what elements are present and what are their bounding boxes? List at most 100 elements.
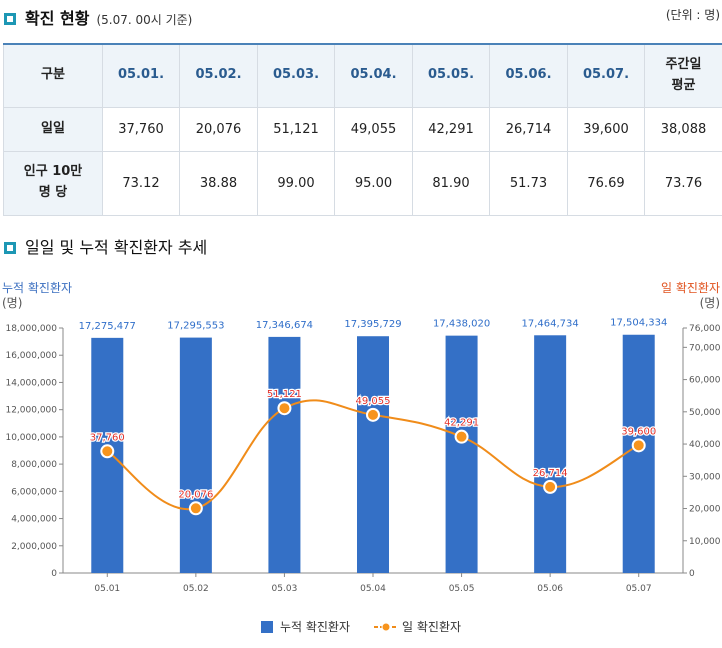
bar-cumulative <box>534 335 567 573</box>
left-axis-unit: (명) <box>2 296 22 310</box>
x-tick-label: 05.03 <box>272 584 298 594</box>
left-axis-title: 누적 확진환자 <box>2 281 72 295</box>
table-row: 인구 10만 명 당 73.12 38.88 99.00 95.00 81.90… <box>3 150 722 216</box>
section-bullet-icon <box>4 13 16 25</box>
left-tick-label: 18,000,000 <box>5 324 57 334</box>
table-cell: 99.00 <box>257 150 335 216</box>
table-cell: 95.00 <box>334 150 413 216</box>
table-cell: 42,291 <box>412 106 490 152</box>
daily-point <box>277 401 292 416</box>
daily-value-label: 39,600 <box>621 426 656 437</box>
right-tick-label: 20,000 <box>689 505 721 515</box>
section-bullet-icon <box>4 242 16 254</box>
bar-value-label: 17,346,674 <box>256 320 313 331</box>
table-row: 일일 37,760 20,076 51,121 49,055 42,291 26… <box>3 106 722 152</box>
table-cell: 49,055 <box>334 106 413 152</box>
header-cell: 05.07. <box>567 43 645 108</box>
left-tick-label: 8,000,000 <box>11 460 57 470</box>
table-cell: 20,076 <box>179 106 258 152</box>
right-axis-unit: (명) <box>700 296 720 310</box>
left-tick-label: 0 <box>51 569 57 579</box>
table-cell: 81.90 <box>412 150 490 216</box>
x-tick-label: 05.07 <box>626 584 652 594</box>
left-tick-label: 12,000,000 <box>5 406 57 416</box>
legend-item-daily[interactable]: 일 확진환자 <box>374 618 461 635</box>
x-tick-label: 05.02 <box>183 584 209 594</box>
table-cell: 38.88 <box>179 150 258 216</box>
table-cell: 39,600 <box>567 106 645 152</box>
left-tick-label: 6,000,000 <box>11 487 57 497</box>
table-cell: 38,088 <box>644 106 722 152</box>
bar-cumulative <box>622 334 655 573</box>
table-cell: 51,121 <box>257 106 335 152</box>
left-tick-label: 10,000,000 <box>5 433 57 443</box>
status-table: 구분 05.01. 05.02. 05.03. 05.04. 05.05. 05… <box>3 43 722 216</box>
daily-point <box>188 501 203 516</box>
chart-legend: 누적 확진환자 일 확진환자 <box>0 618 722 635</box>
bar-cumulative <box>357 336 389 573</box>
right-tick-label: 10,000 <box>689 537 721 547</box>
legend-label: 누적 확진환자 <box>279 620 351 634</box>
x-tick-label: 05.06 <box>537 584 563 594</box>
trend-section-title: 일일 및 누적 확진환자 추세 <box>4 234 207 258</box>
bar-cumulative <box>179 337 212 573</box>
right-tick-label: 50,000 <box>689 408 721 418</box>
row-label: 일일 <box>3 106 103 152</box>
daily-value-label: 49,055 <box>356 396 391 407</box>
daily-value-label: 51,121 <box>267 389 302 400</box>
table-cell: 26,714 <box>489 106 568 152</box>
daily-point <box>631 438 646 453</box>
status-title: 확진 현황 <box>25 9 90 28</box>
bar-cumulative <box>445 335 478 573</box>
x-tick-label: 05.05 <box>449 584 475 594</box>
daily-point <box>454 429 469 444</box>
status-subtitle: (5.07. 00시 기준) <box>96 13 193 27</box>
trend-chart: 누적 확진환자 (명) 일 확진환자 (명) 0 2,000,000 4,000,0… <box>2 281 721 594</box>
header-cell: 05.06. <box>489 43 568 108</box>
daily-point <box>100 444 115 459</box>
header-cell: 구분 <box>3 43 103 108</box>
table-cell: 76.69 <box>567 150 645 216</box>
daily-point <box>366 407 380 422</box>
row-label: 인구 10만 명 당 <box>3 150 103 216</box>
daily-value-label: 26,714 <box>533 468 568 479</box>
right-tick-label: 0 <box>689 569 695 579</box>
bar-value-label: 17,275,477 <box>79 321 136 332</box>
trend-title: 일일 및 누적 확진환자 추세 <box>25 238 208 257</box>
bar-value-label: 17,504,334 <box>610 318 667 329</box>
legend-line-swatch <box>374 622 399 631</box>
daily-value-label: 20,076 <box>178 489 213 500</box>
legend-label: 일 확진환자 <box>402 620 462 634</box>
status-section-title: 확진 현황 (5.07. 00시 기준) <box>4 5 192 29</box>
header-cell: 05.02. <box>179 43 258 108</box>
left-tick-label: 4,000,000 <box>11 515 57 525</box>
table-header-row: 구분 05.01. 05.02. 05.03. 05.04. 05.05. 05… <box>3 43 722 108</box>
bar-value-label: 17,438,020 <box>433 319 490 330</box>
daily-point <box>543 479 558 494</box>
header-cell: 05.04. <box>334 43 413 108</box>
right-axis-title: 일 확진환자 <box>661 281 720 295</box>
x-tick-label: 05.04 <box>360 584 386 594</box>
table-cell: 37,760 <box>102 106 180 152</box>
table-cell: 51.73 <box>489 150 568 216</box>
table-cell: 73.12 <box>102 150 180 216</box>
header-cell: 05.03. <box>257 43 335 108</box>
left-tick-label: 2,000,000 <box>11 542 57 552</box>
table-cell: 73.76 <box>644 150 722 216</box>
bar-value-label: 17,464,734 <box>522 318 579 329</box>
bar-value-label: 17,295,553 <box>167 321 224 332</box>
unit-label: (단위 : 명) <box>665 8 720 22</box>
header-cell: 05.05. <box>412 43 490 108</box>
right-tick-label: 76,000 <box>689 324 721 334</box>
right-tick-label: 60,000 <box>689 376 721 386</box>
header-cell: 주간일 평균 <box>644 43 722 108</box>
daily-value-label: 42,291 <box>444 418 479 429</box>
bar-value-label: 17,395,729 <box>344 319 401 330</box>
bar-cumulative <box>268 336 301 573</box>
legend-bar-swatch <box>260 620 273 633</box>
daily-value-label: 37,760 <box>90 432 125 443</box>
right-tick-label: 30,000 <box>689 472 721 482</box>
left-tick-label: 16,000,000 <box>5 351 57 361</box>
legend-item-cumulative[interactable]: 누적 확진환자 <box>260 618 351 635</box>
right-tick-label: 70,000 <box>689 343 721 353</box>
